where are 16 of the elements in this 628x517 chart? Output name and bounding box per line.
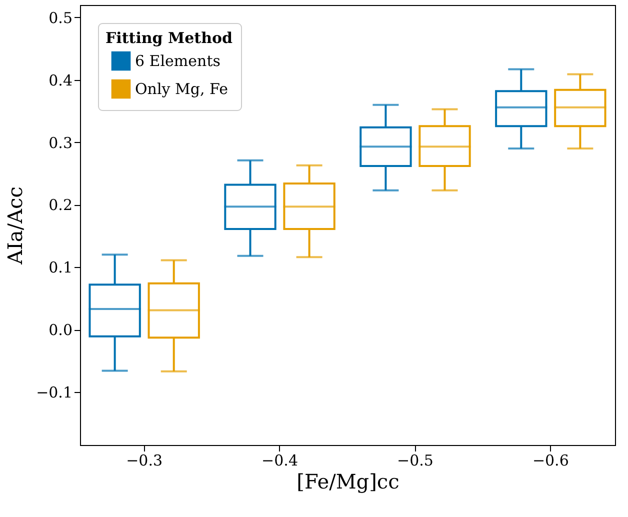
y-tick-label: 0.1 (48, 258, 72, 277)
y-tick-label: 0.3 (48, 134, 72, 152)
x-axis-title: [Fe/Mg]cc (296, 470, 400, 494)
x-tick-label: −0.6 (532, 452, 569, 470)
y-tick-label: 0.2 (48, 196, 72, 214)
y-tick-label: 0.4 (48, 71, 72, 90)
y-axis-title: AIa/Acc (3, 186, 28, 266)
y-tick-label: 0.5 (48, 8, 72, 27)
x-tick-label: −0.4 (262, 452, 298, 470)
y-tick-label: −0.1 (36, 383, 72, 402)
x-tick-label: −0.3 (126, 452, 163, 470)
y-tick-label: 0.0 (48, 321, 72, 340)
x-tick-label: −0.5 (397, 452, 434, 470)
legend-label: 6 Elements (135, 52, 220, 70)
legend-title: Fitting Method (106, 29, 234, 47)
legend-label: Only Mg, Fe (135, 80, 228, 98)
